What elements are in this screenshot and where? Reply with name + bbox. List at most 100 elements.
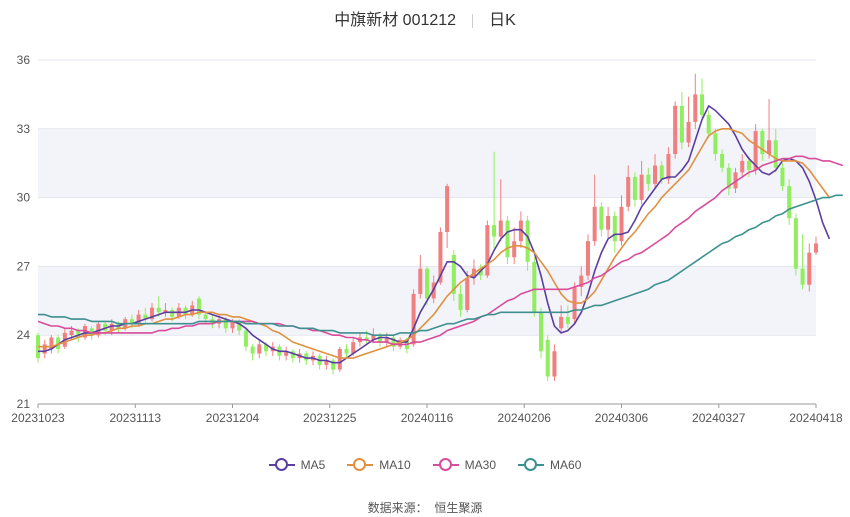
candle-body <box>773 140 778 168</box>
series-line-ma5 <box>38 105 831 364</box>
candle-body <box>230 321 235 329</box>
candle-body <box>109 323 114 331</box>
candle-body <box>579 275 584 288</box>
candle-body <box>465 277 470 310</box>
candle-body <box>223 319 228 329</box>
legend: MA5 MA10 MA30 MA60 <box>0 458 850 472</box>
candle-body <box>639 174 644 200</box>
candle-body <box>753 131 758 171</box>
series-line-ma10 <box>38 128 831 359</box>
candle-body <box>290 351 295 359</box>
candle-body <box>585 241 590 276</box>
legend-label-ma30: MA30 <box>464 458 497 472</box>
candle-body <box>384 337 389 343</box>
x-tick-label: 20231225 <box>303 411 357 425</box>
candle-body <box>485 225 490 276</box>
candle-body <box>626 176 631 207</box>
legend-label-ma60: MA60 <box>550 458 582 472</box>
candle-body <box>760 131 765 155</box>
candle-body <box>170 309 175 317</box>
legend-item-ma10[interactable]: MA10 <box>347 458 411 472</box>
x-tick-label: 20240306 <box>595 411 649 425</box>
candle-body <box>445 186 450 232</box>
candle-body <box>726 167 731 189</box>
candle-body <box>673 105 678 155</box>
candle-body <box>693 94 698 122</box>
legend-label-ma10: MA10 <box>379 458 411 472</box>
candle-body <box>518 220 523 242</box>
y-tick-label: 27 <box>17 259 31 273</box>
legend-item-ma60[interactable]: MA60 <box>518 458 581 472</box>
candle-body <box>458 293 463 310</box>
x-tick-label: 20240418 <box>789 411 843 425</box>
candle-body <box>793 218 798 269</box>
candle-body <box>351 342 356 354</box>
candle-body <box>813 243 819 253</box>
candle-body <box>720 154 725 168</box>
candle-body <box>659 165 664 180</box>
candle-body <box>103 323 108 331</box>
candle-body <box>364 337 369 340</box>
candle-body <box>378 335 383 343</box>
candle-body <box>559 316 564 329</box>
candle-body <box>96 323 101 336</box>
candle-body <box>324 360 329 366</box>
candle-body <box>424 268 430 299</box>
candle-body <box>612 215 617 242</box>
candle-body <box>82 326 87 338</box>
candle-body <box>371 335 376 340</box>
candle-body <box>42 344 47 354</box>
candle-body <box>250 346 255 354</box>
candle-body <box>243 330 248 347</box>
ma10-swatch-icon <box>347 458 374 471</box>
candle-body <box>438 232 443 283</box>
candle-body <box>451 254 456 294</box>
candle-body <box>807 252 812 285</box>
y-tick-label: 24 <box>17 328 31 342</box>
legend-label-ma5: MA5 <box>300 458 326 472</box>
candle-body <box>666 154 671 180</box>
candle-body <box>646 174 651 184</box>
candle-body <box>196 298 201 315</box>
candle-body <box>706 115 711 134</box>
candle-body <box>150 307 155 320</box>
series-line-ma30 <box>37 155 844 346</box>
ma30-swatch-icon <box>432 458 459 471</box>
candle-body <box>398 339 403 347</box>
candle-body <box>331 360 336 370</box>
candle-body <box>532 261 537 313</box>
candle-body <box>539 312 544 352</box>
candle-body <box>344 348 349 354</box>
candle-body <box>592 206 597 242</box>
candle-body <box>699 94 704 116</box>
candle-body <box>505 220 510 258</box>
candle-body <box>733 172 738 189</box>
candle-body <box>237 321 242 331</box>
y-tick-label: 33 <box>17 122 31 136</box>
candle-body <box>800 268 805 285</box>
candle-body <box>679 105 684 143</box>
series-line-ma60 <box>38 194 843 337</box>
candle-body <box>264 344 269 352</box>
candle-body <box>606 215 611 230</box>
ma60-swatch-icon <box>518 458 545 471</box>
candle-body <box>418 268 423 294</box>
candle-body <box>525 220 530 262</box>
candle-body <box>143 314 148 320</box>
title-separator <box>472 13 474 28</box>
source-value: 恒生聚源 <box>434 501 483 515</box>
candle-body <box>565 316 570 324</box>
candle-body <box>746 160 751 171</box>
candle-body <box>780 167 785 187</box>
legend-item-ma5[interactable]: MA5 <box>268 458 326 472</box>
candle-body <box>653 165 658 184</box>
legend-item-ma30[interactable]: MA30 <box>432 458 497 472</box>
stock-name: 中旗新材 001212 <box>334 12 457 29</box>
x-tick-label: 20240116 <box>401 411 454 425</box>
grid-band <box>38 128 816 198</box>
candle-body <box>545 339 550 377</box>
data-source: 数据来源： 恒生聚源 <box>0 499 850 516</box>
candle-body <box>552 351 557 377</box>
source-label: 数据来源： <box>367 501 428 515</box>
